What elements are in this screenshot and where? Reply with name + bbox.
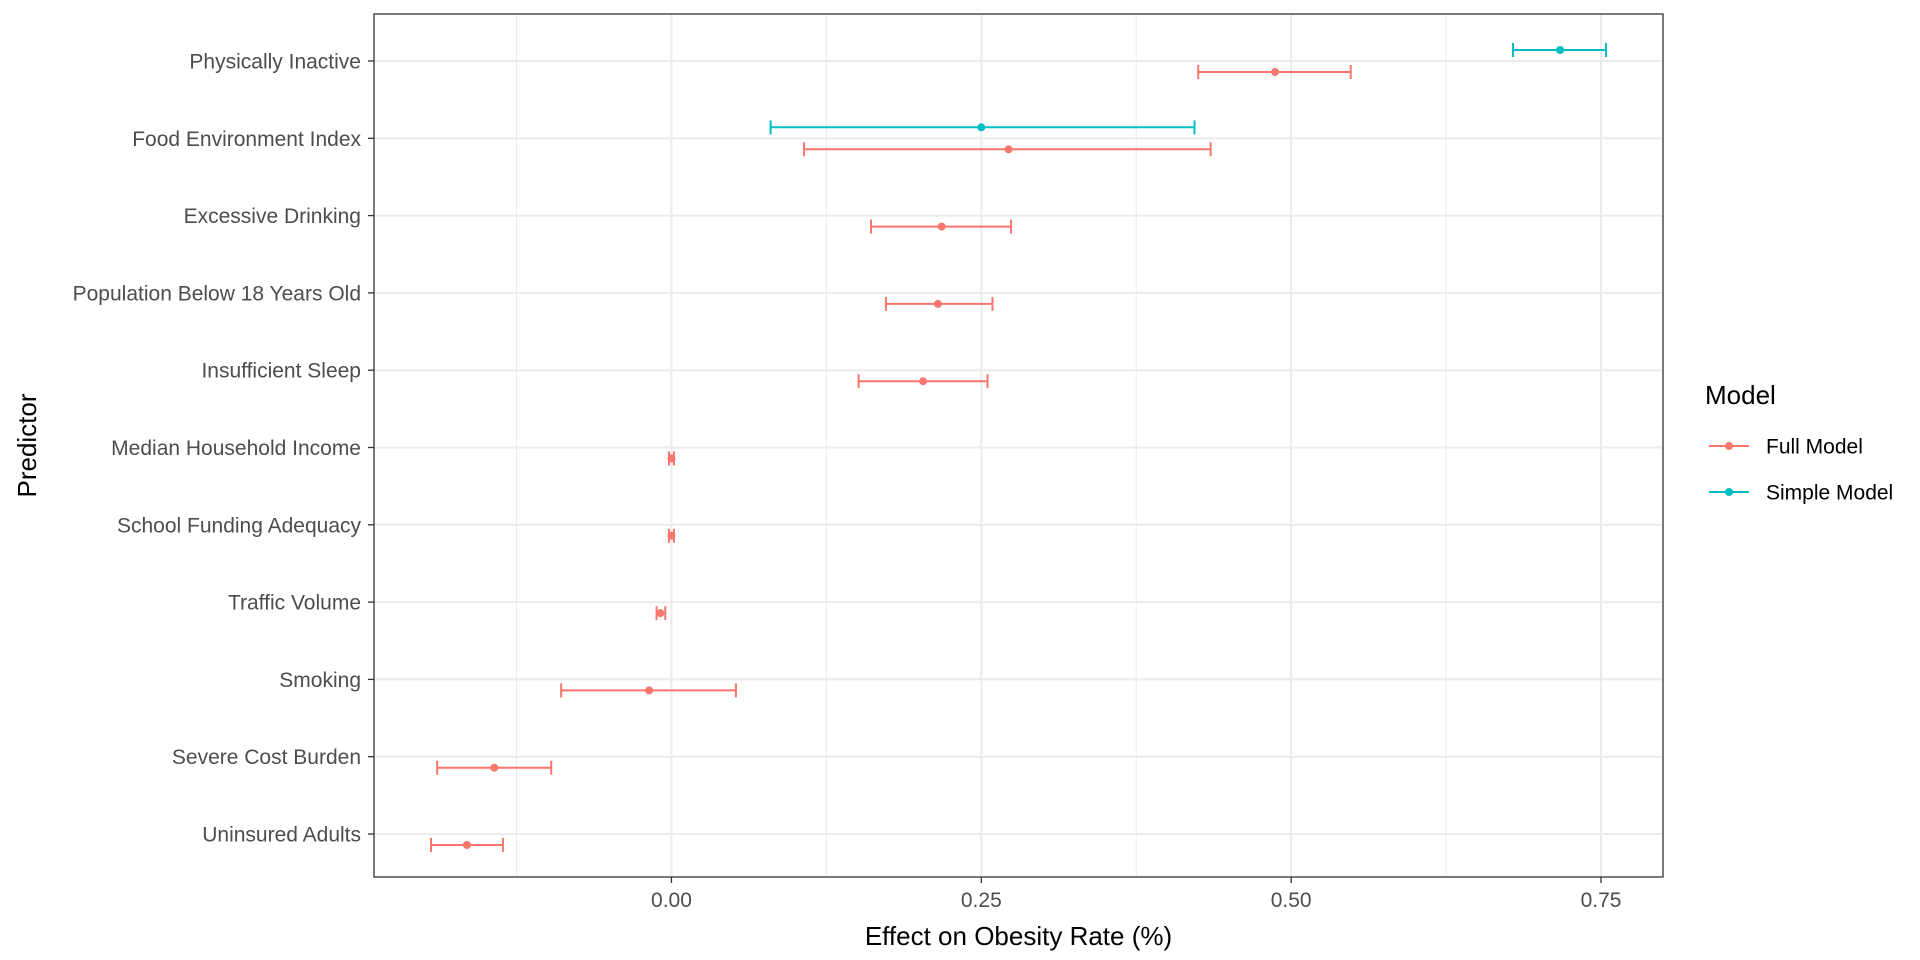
x-tick-label: 0.00 xyxy=(651,889,692,912)
legend-item-full-model: Full Model xyxy=(1709,436,1863,459)
y-axis-title: Predictor xyxy=(12,393,42,497)
legend-title: Model xyxy=(1705,380,1776,410)
estimate-point xyxy=(919,377,928,386)
x-axis-title: Effect on Obesity Rate (%) xyxy=(865,921,1172,951)
y-tick-label: Excessive Drinking xyxy=(184,205,361,228)
error-bar-full-model xyxy=(803,142,1212,157)
error-bar-full-model xyxy=(667,451,676,466)
error-bar-full-model xyxy=(870,219,1013,234)
y-tick-label: Uninsured Adults xyxy=(202,824,361,847)
estimate-point xyxy=(977,123,986,132)
error-bar-full-model xyxy=(667,528,676,543)
estimate-point xyxy=(656,609,665,618)
estimate-point xyxy=(667,454,676,463)
error-bar-full-model xyxy=(884,296,994,311)
estimate-point xyxy=(937,222,946,231)
y-tick-label: Traffic Volume xyxy=(228,592,361,615)
error-bar-simple-model xyxy=(1512,43,1607,57)
error-bar-simple-model xyxy=(769,120,1196,135)
estimate-point xyxy=(1556,46,1565,54)
panel-border xyxy=(373,13,1664,878)
estimate-point xyxy=(462,841,471,849)
estimate-point xyxy=(933,299,942,308)
error-bar-full-model xyxy=(655,606,667,621)
legend-label: Full Model xyxy=(1766,436,1863,459)
legend-items: Full Model Simple Model xyxy=(1709,436,1893,505)
estimate-point xyxy=(490,763,499,772)
x-tick-label: 0.25 xyxy=(961,889,1002,912)
legend: Model Full Model Simple Model xyxy=(1705,380,1893,505)
y-tick-label: Physically Inactive xyxy=(189,51,361,74)
error-bar-full-model xyxy=(430,838,504,852)
estimate-point xyxy=(667,531,676,540)
error-bar-full-model xyxy=(1197,65,1352,79)
estimate-point xyxy=(1271,68,1280,76)
y-tick-label: Food Environment Index xyxy=(132,128,361,151)
grid-layer xyxy=(374,14,1663,877)
axis-layer: Physically Inactive Food Environment Inde… xyxy=(73,51,1622,913)
legend-key-point xyxy=(1725,488,1733,496)
legend-key-point xyxy=(1725,442,1733,450)
estimate-point xyxy=(1004,145,1013,154)
legend-item-simple-model: Simple Model xyxy=(1709,482,1893,505)
legend-label: Simple Model xyxy=(1766,482,1893,505)
error-bar-full-model xyxy=(436,760,553,775)
y-tick-label: Severe Cost Burden xyxy=(172,746,361,769)
y-tick-label: Population Below 18 Years Old xyxy=(73,282,361,305)
error-bar-full-model xyxy=(560,683,737,698)
x-tick-label: 0.50 xyxy=(1271,889,1312,912)
data-layer xyxy=(430,43,1607,852)
error-bar-full-model xyxy=(857,374,989,389)
y-tick-label: Smoking xyxy=(279,669,361,692)
x-tick-label: 0.75 xyxy=(1581,889,1622,912)
y-tick-label: School Funding Adequacy xyxy=(117,514,362,537)
y-tick-label: Median Household Income xyxy=(111,437,361,460)
estimate-point xyxy=(645,686,654,695)
y-tick-label: Insufficient Sleep xyxy=(201,360,361,383)
